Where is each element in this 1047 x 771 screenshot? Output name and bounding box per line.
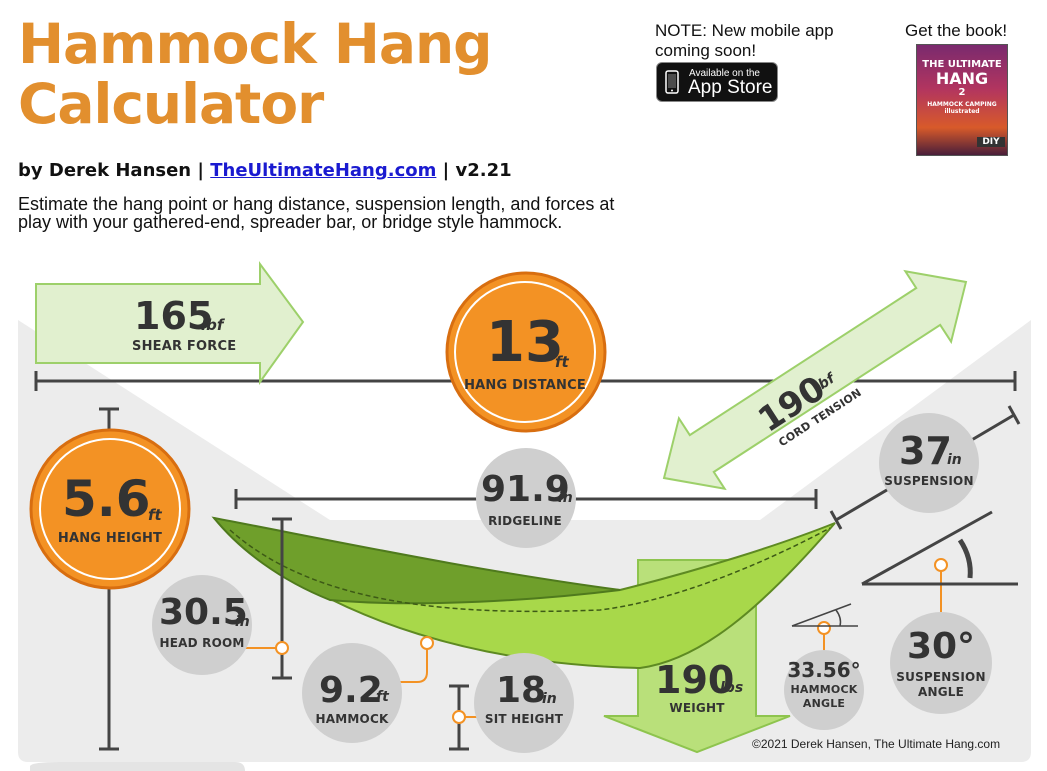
hammock-length-value: 9.2 (319, 670, 383, 711)
hang-distance-value: 13 (486, 310, 564, 375)
sit-height-label: SIT HEIGHT (484, 712, 564, 726)
ultimate-hang-link[interactable]: TheUltimateHang.com (210, 160, 437, 181)
weight-value: 190 (655, 658, 735, 702)
shear-force-value: 165 (134, 294, 214, 338)
hammock-angle-value: 33.56° (787, 658, 861, 682)
cord-tension-arrow (662, 269, 968, 491)
orange-circles (29, 271, 607, 590)
head-room-value: 30.5 (159, 592, 248, 633)
shear-force-unit: lbf (201, 316, 224, 334)
suspension-value: 37 (899, 429, 952, 473)
suspension-angle-icon (861, 510, 1018, 586)
description-text: Estimate the hang point or hang distance… (18, 194, 615, 232)
book-title-line1: THE ULTIMATE (922, 59, 1002, 70)
suspension-angle-value: 30° (906, 626, 976, 667)
suspension-unit: in (947, 452, 962, 468)
suspension-label: SUSPENSION (884, 474, 974, 488)
hang-distance-label: HANG DISTANCE (464, 378, 586, 393)
version-label: | v2.21 (442, 160, 512, 181)
weight-unit: lbs (720, 680, 744, 696)
byline: by Derek Hansen | TheUltimateHang.com | … (18, 160, 512, 181)
hammock-angle-icon (791, 603, 858, 627)
ridgeline-value: 91.9 (481, 469, 570, 510)
book-cover-image[interactable]: THE ULTIMATE HANG 2 HAMMOCK CAMPING illu… (916, 44, 1008, 156)
sit-height-value: 18 (496, 670, 547, 711)
app-store-line1: Available on the (689, 68, 760, 79)
hammock-shape (211, 516, 836, 670)
copyright-text: ©2021 Derek Hansen, The Ultimate Hang.co… (752, 737, 1001, 751)
get-book-label: Get the book! (905, 21, 1008, 40)
head-room-label: HEAD ROOM (159, 636, 245, 650)
app-store-line2: App Store (688, 77, 773, 98)
sit-height-unit: in (542, 691, 557, 707)
hang-height-value: 5.6 (62, 470, 151, 528)
head-room-unit: in (235, 614, 250, 630)
shear-force-arrow (35, 260, 305, 386)
ridgeline-label: RIDGELINE (488, 514, 562, 528)
app-store-badge[interactable]: Available on the App Store (656, 62, 778, 102)
apple-icon (665, 70, 679, 94)
book-badge: DIY (977, 137, 1005, 147)
suspension-angle-label-1: SUSPENSION (896, 670, 986, 684)
hammock-length-label: HAMMOCK (315, 712, 389, 726)
book-subtitle: HAMMOCK CAMPING illustrated (927, 101, 997, 115)
byline-author: by Derek Hansen | (18, 160, 204, 181)
page-title: Hammock Hang Calculator (18, 12, 493, 136)
hammock-angle-label-1: HAMMOCK (790, 683, 858, 696)
book-title-line2: HANG (935, 69, 989, 88)
hang-height-label: HANG HEIGHT (57, 531, 163, 546)
hang-height-unit: ft (148, 506, 162, 524)
hammock-length-unit: ft (376, 689, 389, 705)
app-note: NOTE: New mobile app coming soon! (655, 21, 834, 60)
hammock-angle-label-2: ANGLE (802, 697, 846, 710)
gray-circles (152, 413, 992, 753)
book-number: 2 (958, 87, 966, 98)
shear-force-label: SHEAR FORCE (132, 339, 237, 354)
bottom-panel-edge (30, 762, 245, 771)
connector-lines (245, 558, 948, 724)
hang-distance-unit: ft (555, 353, 569, 371)
ridgeline-unit: in (558, 490, 573, 506)
weight-label: WEIGHT (669, 701, 725, 715)
suspension-angle-label-2: ANGLE (917, 685, 965, 699)
